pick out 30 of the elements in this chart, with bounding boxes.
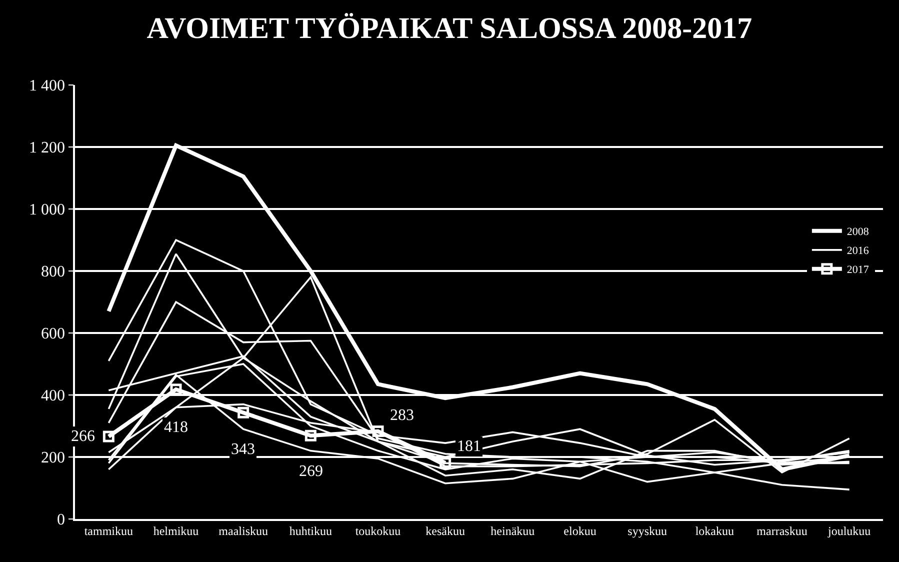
x-tick-label: maaliskuu [218, 524, 268, 538]
x-tick-label: syyskuu [628, 524, 667, 538]
y-tick-label: 1 000 [29, 202, 66, 219]
y-tick-label: 0 [57, 512, 66, 529]
x-tick-label: huhtikuu [289, 524, 332, 538]
x-tick-label: heinäkuu [490, 524, 535, 538]
x-tick-label: marraskuu [756, 524, 808, 538]
data-label: 181 [457, 438, 481, 455]
y-tick-label: 1 400 [29, 78, 66, 95]
y-tick-label: 600 [41, 326, 66, 343]
data-label: 343 [231, 441, 255, 458]
y-tick-label: 1 200 [29, 140, 66, 157]
data-label: 269 [299, 463, 323, 480]
y-tick-label: 200 [41, 450, 66, 467]
x-tick-label: toukokuu [355, 524, 401, 538]
x-tick-label: tammikuu [84, 524, 134, 538]
y-tick-label: 800 [41, 264, 66, 281]
x-tick-label: helmikuu [153, 524, 199, 538]
data-label: 266 [71, 428, 95, 445]
y-tick-label: 400 [41, 388, 66, 405]
data-label: 418 [164, 419, 188, 436]
data-label: 283 [390, 407, 414, 424]
x-tick-label: lokakuu [695, 524, 734, 538]
x-tick-label: kesäkuu [426, 524, 465, 538]
legend-label: 2017 [846, 264, 870, 276]
x-tick-label: elokuu [564, 524, 596, 538]
legend-label: 2008 [846, 226, 870, 238]
x-tick-label: joulukuu [826, 524, 871, 538]
legend-label: 2016 [846, 245, 870, 258]
chart-title: AVOIMET TYÖPAIKAT SALOSSA 2008-2017 [146, 12, 752, 45]
